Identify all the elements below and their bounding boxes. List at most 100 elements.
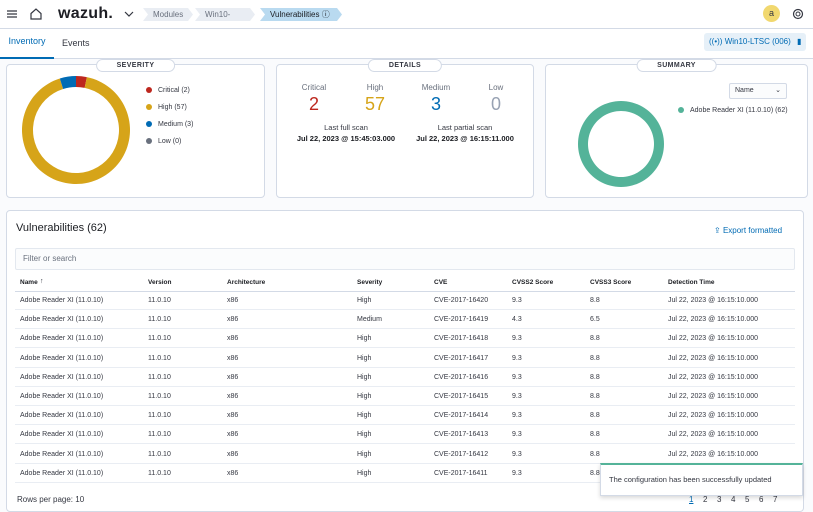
table-cell: Jul 22, 2023 @ 16:15:10.000 [668,450,759,458]
logo[interactable]: wazuh. [58,5,114,22]
table-cell: x86 [227,450,239,458]
menu-icon[interactable] [4,6,20,22]
table-cell: Medium [357,316,382,324]
table-cell: 11.0.10 [148,335,171,343]
row-border [15,385,795,387]
table-cell: 8.8 [590,431,600,439]
summary-panel: SUMMARY Name ⌄ Adobe Reader XI (11.0.10) … [545,59,808,198]
table-cell: 8.8 [590,373,600,381]
sort-icon: ↑ [40,278,44,285]
column-header: CVSS3 Score [590,279,632,286]
table-cell: 11.0.10 [148,316,171,324]
scan-label: Last partial scan [437,123,493,132]
table-cell: Jul 22, 2023 @ 16:15:10.000 [668,393,759,400]
table-cell: 9.3 [512,297,522,304]
legend-label: Adobe Reader XI (11.0.10) (62) [690,107,788,114]
row-border [15,443,795,445]
table-cell: Jul 22, 2023 @ 16:15:10.000 [668,335,759,343]
severity-panel: SEVERITY Critical (2) High (57) Medium (3)… [6,59,265,198]
count-label: Medium [421,83,451,92]
count-value: 57 [364,94,386,114]
table-cell: 9.3 [512,450,522,458]
column-header: Architecture [227,279,266,286]
breadcrumb[interactable]: Modules [143,8,193,21]
search-input[interactable]: Filter or search [15,248,795,270]
select[interactable]: Name ⌄ [729,83,787,99]
table-cell: Adobe Reader XI (11.0.10) [20,431,104,439]
table-cell: 11.0.10 [148,393,171,400]
row-border [15,405,795,406]
table-cell: High [357,431,372,439]
table-cell: 11.0.10 [148,373,171,381]
table-cell: Jul 22, 2023 @ 16:15:10.000 [668,373,759,381]
placeholder: Filter or search [23,254,77,263]
table-cell: Adobe Reader XI (11.0.10) [20,450,104,458]
column-header: CVE [434,279,448,286]
row-border [15,481,795,483]
count-value: 2 [308,94,319,114]
table-cell: High [357,354,372,362]
legend-dot [678,107,684,113]
table-cell: 8.8 [590,335,600,343]
breadcrumb[interactable]: Win10-LTSC [195,8,255,21]
table-title: Vulnerabilities (62) [16,222,107,234]
table-cell: x86 [227,354,239,362]
avatar[interactable]: a [763,5,780,22]
table-cell: 9.3 [512,431,522,439]
column-header: Name [20,279,38,286]
table-cell: Adobe Reader XI (11.0.10) [20,354,104,362]
table-cell: 11.0.10 [148,431,171,439]
table-cell: CVE-2017-16417 [434,354,489,362]
column-header: Detection Time [668,279,715,286]
donut-segment [22,77,131,184]
home-icon[interactable] [27,5,45,23]
breadcrumb-text: Vulnerabilities [270,10,320,19]
table-cell: x86 [227,412,239,420]
table-cell: High [357,393,372,400]
table-cell: CVE-2017-16418 [434,335,489,343]
table-cell: 9.3 [512,469,522,477]
table-cell: 11.0.10 [148,297,171,304]
table-cell: Jul 22, 2023 @ 16:15:10.000 [668,316,759,324]
tab[interactable]: Events [62,38,90,48]
table-cell: Jul 22, 2023 @ 16:15:10.000 [668,297,759,304]
legend-label: Critical (2) [158,87,190,94]
table-cell: CVE-2017-16416 [434,373,489,381]
chevron[interactable] [122,7,136,21]
table-cell: 9.3 [512,354,522,362]
table-cell: 11.0.10 [148,450,171,458]
table-cell: High [357,335,372,343]
table-cell: x86 [227,469,239,477]
agent-button[interactable]: ((•)) Win10-LTSC (006) ▮ [704,33,806,51]
table-cell: 9.3 [512,335,522,343]
table-cell: 11.0.10 [148,469,171,477]
row-border [15,328,795,330]
count-label: Low [488,83,504,92]
legend-dot [146,87,152,93]
table-cell: Adobe Reader XI (11.0.10) [20,393,104,400]
panel-title: DETAILS [367,59,443,72]
table-cell: CVE-2017-16413 [434,431,489,439]
table-cell: 8.8 [590,297,600,304]
table-cell: 11.0.10 [148,354,171,362]
legend-label: Medium (3) [158,121,193,128]
tab-active[interactable]: Inventory [0,36,54,59]
table-cell: 4.3 [512,316,522,324]
count-label: High [366,83,384,92]
count-value: 0 [490,94,501,114]
breadcrumb-active[interactable]: Vulnerabilities ⓘ [260,8,342,21]
table-cell: Adobe Reader XI (11.0.10) [20,335,104,343]
export-button[interactable]: ⇪ Export formatted [714,226,783,235]
help-icon[interactable] [790,6,806,22]
donut-segment [76,76,87,88]
table-cell: High [357,373,372,381]
table-cell: CVE-2017-16415 [434,393,489,400]
legend-dot [146,121,152,127]
column-header: Severity [357,279,383,286]
table-cell: Adobe Reader XI (11.0.10) [20,316,104,324]
table-cell: High [357,297,372,304]
table-cell: x86 [227,431,239,439]
toast: The configuration has been successfully … [600,463,803,496]
column-header: CVSS2 Score [512,279,554,286]
scan-date: Jul 22, 2023 @ 16:15:11.000 [416,134,514,143]
